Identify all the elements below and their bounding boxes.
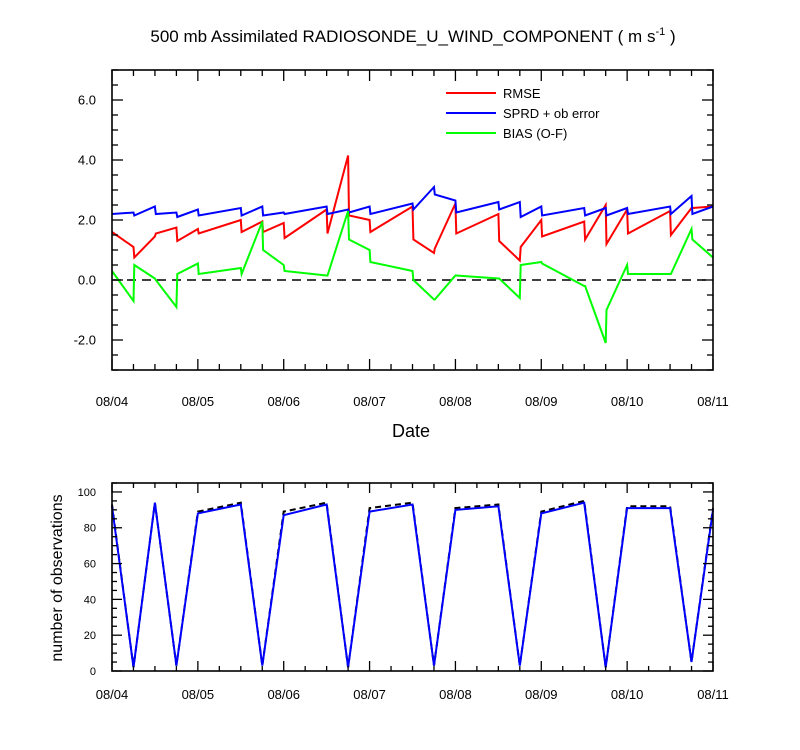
top-axis-ticks — [111, 69, 714, 371]
top-chart-panel: 6.04.02.00.0-2.0 08/04 08/05 08/06 08/07 08/… — [74, 69, 729, 441]
y-tick-label: 2.0 — [78, 213, 96, 228]
x-tick-label: 08/07 — [353, 394, 386, 409]
x-tick-label: 08/09 — [525, 394, 558, 409]
series-line-0 — [111, 155, 714, 263]
top-series-group — [111, 155, 714, 344]
chart-title: 500 mb Assimilated RADIOSONDE_U_WIND_COM… — [150, 26, 675, 46]
y-axis-label: number of observations — [49, 494, 66, 661]
top-y-tick-labels: 6.0 4.0 2.0 0.0 -2.0 — [74, 93, 96, 348]
series-line-1 — [111, 184, 714, 219]
y-tick-label: -2.0 — [74, 333, 96, 348]
bottom-axis-ticks — [111, 482, 714, 672]
series-line-2 — [111, 210, 714, 344]
x-tick-label: 08/04 — [96, 687, 129, 702]
series-line-0 — [111, 499, 714, 668]
x-tick-label: 08/11 — [697, 687, 729, 702]
legend-label: RMSE — [503, 86, 541, 101]
y-tick-label: 60 — [84, 559, 96, 571]
x-tick-label: 08/07 — [353, 687, 386, 702]
x-tick-label: 08/08 — [439, 687, 472, 702]
y-tick-label: 0.0 — [78, 273, 96, 288]
series-line-1 — [111, 501, 714, 668]
x-tick-label: 08/06 — [267, 394, 300, 409]
bottom-y-tick-labels: 100 80 60 40 20 0 — [78, 487, 96, 678]
y-tick-label: 80 — [84, 523, 96, 535]
x-axis-label: Date — [392, 421, 430, 441]
y-tick-label: 4.0 — [78, 153, 96, 168]
x-tick-label: 08/09 — [525, 687, 558, 702]
x-tick-label: 08/05 — [182, 394, 215, 409]
x-tick-label: 08/11 — [697, 394, 729, 409]
bottom-series-group — [111, 499, 714, 668]
x-tick-label: 08/10 — [611, 394, 644, 409]
bottom-x-tick-labels: 08/04 08/05 08/06 08/07 08/08 08/09 08/10 08/11 — [96, 687, 729, 702]
legend-label: BIAS (O-F) — [503, 126, 567, 141]
x-tick-label: 08/06 — [267, 687, 300, 702]
y-tick-label: 100 — [78, 487, 96, 499]
x-tick-label: 08/04 — [96, 394, 129, 409]
legend-label: SPRD + ob error — [503, 106, 600, 121]
y-tick-label: 40 — [84, 594, 96, 606]
legend: RMSE SPRD + ob error BIAS (O-F) — [446, 86, 600, 141]
y-tick-label: 20 — [84, 630, 96, 642]
x-tick-label: 08/08 — [439, 394, 472, 409]
top-x-tick-labels: 08/04 08/05 08/06 08/07 08/08 08/09 08/10 08/11 — [96, 394, 729, 409]
x-tick-label: 08/10 — [611, 687, 644, 702]
y-tick-label: 6.0 — [78, 93, 96, 108]
y-tick-label: 0 — [90, 666, 96, 678]
x-tick-label: 08/05 — [182, 687, 215, 702]
